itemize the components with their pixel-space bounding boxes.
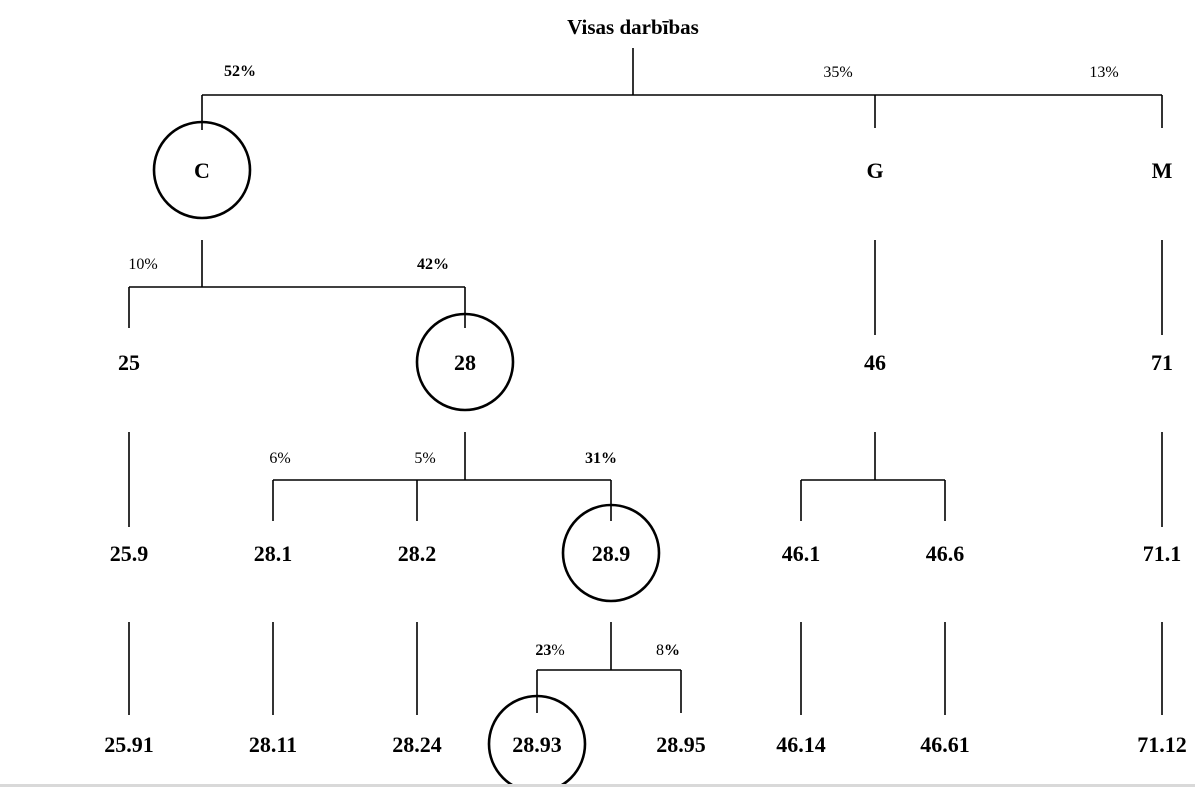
edge-label-28-95: 8% (656, 642, 680, 659)
node-46-1: 46.1 (782, 541, 821, 566)
edge-label-28-93-number: 23 (535, 642, 551, 659)
highlight-ring-c (152, 120, 252, 220)
node-m: M (1152, 158, 1173, 183)
node-25-91: 25.91 (104, 732, 154, 757)
node-28-9: 28.9 (592, 541, 631, 566)
n28-9-connectors (536, 622, 682, 713)
node-28-93: 28.93 (512, 732, 562, 757)
n28-connectors (272, 432, 612, 521)
edge-label-28-93: 23% (535, 642, 564, 659)
highlight-ring-28 (415, 312, 515, 412)
node-25: 25 (118, 350, 140, 375)
node-71-1: 71.1 (1143, 541, 1182, 566)
node-28-95: 28.95 (656, 732, 706, 757)
node-28-24: 28.24 (392, 732, 442, 757)
edge-label-c: 52% (224, 63, 256, 80)
leaf-connectors (128, 622, 1163, 715)
node-71-12: 71.12 (1137, 732, 1187, 757)
node-25-9: 25.9 (110, 541, 149, 566)
edge-label-28-9: 31% (585, 450, 617, 467)
bottom-rule (0, 784, 1195, 787)
highlight-ring-28-9 (561, 503, 661, 603)
node-46-14: 46.14 (776, 732, 826, 757)
edge-label-28-95-sign: % (664, 642, 680, 659)
edge-label-28-95-number: 8 (656, 642, 664, 659)
node-46: 46 (864, 350, 886, 375)
edge-label-g: 35% (823, 64, 852, 81)
node-28-1: 28.1 (254, 541, 293, 566)
edge-label-28: 42% (417, 256, 449, 273)
node-28-11: 28.11 (249, 732, 297, 757)
node-28-2: 28.2 (398, 541, 437, 566)
diagram-title: Visas darbības (567, 15, 699, 39)
edge-label-m: 13% (1089, 64, 1118, 81)
n46-connectors (800, 432, 946, 521)
node-71: 71 (1151, 350, 1173, 375)
node-g: G (866, 158, 883, 183)
edge-label-28-2: 5% (414, 450, 435, 467)
edge-label-25: 10% (128, 256, 157, 273)
root-connectors (201, 48, 1163, 130)
node-28: 28 (454, 350, 476, 375)
highlight-ring-28-93 (487, 694, 587, 787)
node-46-6: 46.6 (926, 541, 965, 566)
node-46-61: 46.61 (920, 732, 970, 757)
c-connectors (128, 240, 466, 328)
edge-label-28-93-sign: % (551, 642, 564, 659)
node-c: C (194, 158, 210, 183)
edge-label-28-1: 6% (269, 450, 290, 467)
